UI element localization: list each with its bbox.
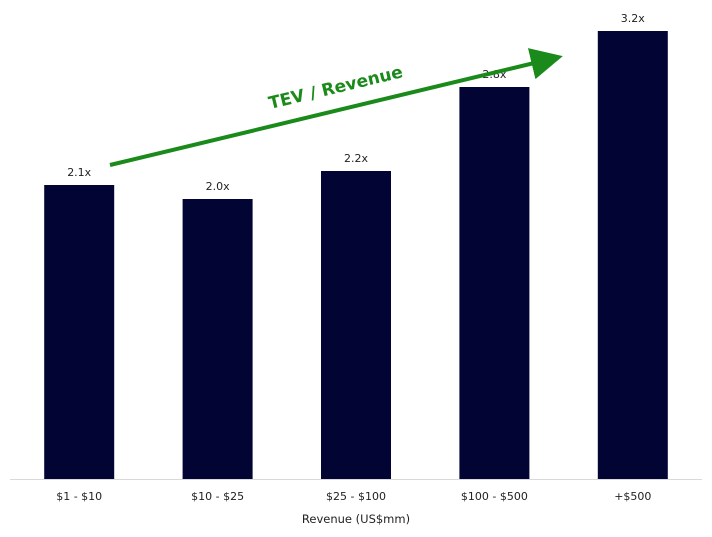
bar-0 bbox=[44, 185, 115, 479]
bar-4 bbox=[597, 31, 668, 479]
data-labels-group: 2.1x2.0x2.2x2.8x3.2x bbox=[67, 12, 645, 193]
trend-arrow bbox=[109, 48, 563, 167]
data-label-2: 2.2x bbox=[344, 152, 368, 165]
bar-1 bbox=[182, 199, 253, 479]
x-tick-label-3: $100 - $500 bbox=[461, 490, 528, 503]
data-label-0: 2.1x bbox=[67, 166, 91, 179]
bar-3 bbox=[459, 87, 530, 479]
x-tick-label-4: +$500 bbox=[614, 490, 651, 503]
data-label-4: 3.2x bbox=[621, 12, 645, 25]
bar-2 bbox=[321, 171, 391, 479]
bars-group bbox=[44, 31, 668, 479]
x-tick-label-2: $25 - $100 bbox=[326, 490, 386, 503]
x-tick-labels-group: $1 - $10 $10 - $25 $25 - $100 $100 - $500 +$… bbox=[56, 490, 651, 503]
x-axis-title: Revenue (US$mm) bbox=[302, 512, 410, 526]
x-tick-label-1: $10 - $25 bbox=[191, 490, 244, 503]
trend-label: TEV / Revenue bbox=[267, 62, 405, 114]
data-label-1: 2.0x bbox=[206, 180, 230, 193]
x-tick-label-0: $1 - $10 bbox=[56, 490, 102, 503]
